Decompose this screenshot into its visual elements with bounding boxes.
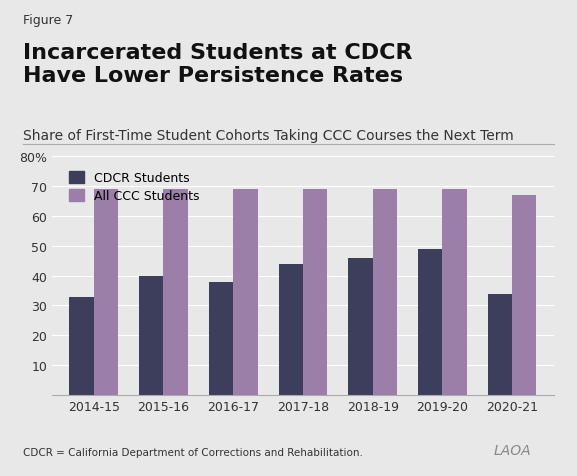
Bar xyxy=(279,264,303,395)
Bar xyxy=(163,190,188,395)
Bar xyxy=(512,196,537,395)
Bar xyxy=(233,190,257,395)
Bar xyxy=(443,190,467,395)
Bar xyxy=(373,190,397,395)
Legend: CDCR Students, All CCC Students: CDCR Students, All CCC Students xyxy=(63,166,206,209)
Text: Figure 7: Figure 7 xyxy=(23,14,73,27)
Text: Incarcerated Students at CDCR
Have Lower Persistence Rates: Incarcerated Students at CDCR Have Lower… xyxy=(23,43,413,86)
Bar xyxy=(349,258,373,395)
Text: LAOA: LAOA xyxy=(493,443,531,457)
Bar xyxy=(209,282,233,395)
Bar xyxy=(69,297,93,395)
Bar xyxy=(93,190,118,395)
Bar xyxy=(139,276,163,395)
Bar xyxy=(418,249,443,395)
Bar xyxy=(303,190,327,395)
Text: CDCR = California Department of Corrections and Rehabilitation.: CDCR = California Department of Correcti… xyxy=(23,447,363,457)
Bar xyxy=(488,294,512,395)
Text: Share of First-Time Student Cohorts Taking CCC Courses the Next Term: Share of First-Time Student Cohorts Taki… xyxy=(23,129,514,142)
